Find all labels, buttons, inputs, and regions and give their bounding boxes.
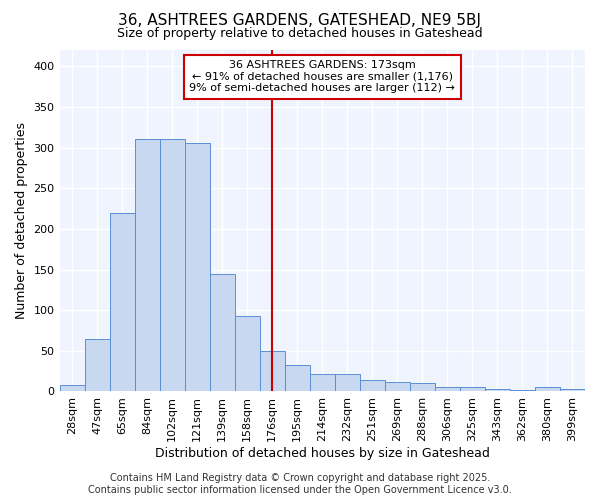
Bar	[85, 338, 110, 392]
Bar	[310, 374, 335, 392]
Bar	[235, 316, 260, 392]
Bar	[485, 389, 510, 392]
Bar	[209, 274, 235, 392]
Bar	[560, 389, 585, 392]
Bar	[260, 351, 285, 392]
Bar	[285, 364, 310, 392]
Bar	[510, 390, 535, 392]
Bar	[535, 388, 560, 392]
Text: 36, ASHTREES GARDENS, GATESHEAD, NE9 5BJ: 36, ASHTREES GARDENS, GATESHEAD, NE9 5BJ	[119, 12, 482, 28]
Bar	[110, 212, 134, 392]
Text: 36 ASHTREES GARDENS: 173sqm
← 91% of detached houses are smaller (1,176)
9% of s: 36 ASHTREES GARDENS: 173sqm ← 91% of det…	[190, 60, 455, 94]
Bar	[335, 374, 360, 392]
Bar	[185, 144, 209, 392]
Bar	[460, 388, 485, 392]
X-axis label: Distribution of detached houses by size in Gateshead: Distribution of detached houses by size …	[155, 447, 490, 460]
Bar	[385, 382, 410, 392]
Bar	[134, 140, 160, 392]
Y-axis label: Number of detached properties: Number of detached properties	[15, 122, 28, 319]
Bar	[160, 140, 185, 392]
Text: Contains HM Land Registry data © Crown copyright and database right 2025.
Contai: Contains HM Land Registry data © Crown c…	[88, 474, 512, 495]
Bar	[410, 382, 435, 392]
Bar	[435, 388, 460, 392]
Bar	[360, 380, 385, 392]
Text: Size of property relative to detached houses in Gateshead: Size of property relative to detached ho…	[117, 28, 483, 40]
Bar	[59, 385, 85, 392]
